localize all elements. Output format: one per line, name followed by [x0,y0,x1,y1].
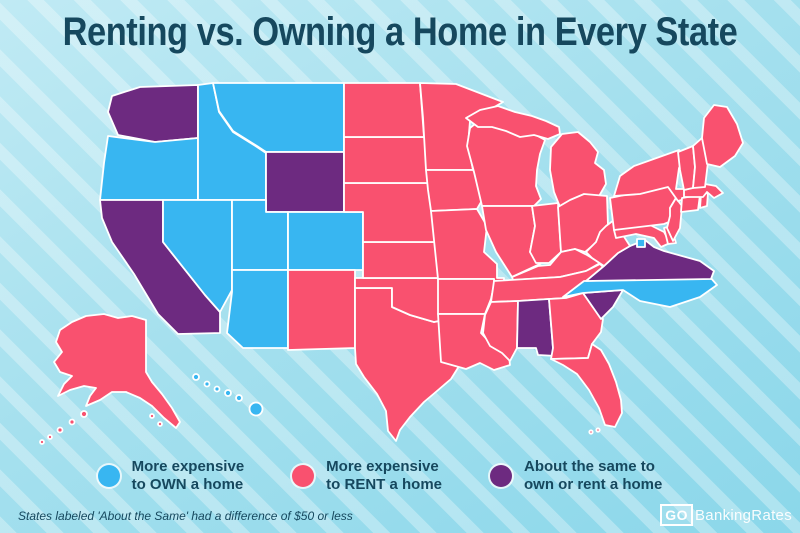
state-ak [68,418,76,426]
logo-go-badge: GO [660,504,693,526]
state-hi [248,401,264,417]
state-hi [235,394,243,402]
state-ak [149,413,155,419]
state-fl [588,429,594,435]
state-la [437,313,511,371]
legend-item-own: More expensive to OWN a home [97,457,245,496]
legend-item-same: About the same to own or rent a home [490,458,662,496]
state-co [287,211,364,271]
state-hi [213,385,221,393]
state-ar [437,278,495,315]
state-mi [465,105,561,140]
state-mi [549,131,607,208]
footnote: States labeled 'About the Same' had a di… [18,509,353,523]
state-ak [47,434,53,440]
state-md [613,223,671,248]
infographic-title: Renting vs. Owning a Home in Every State [62,10,738,54]
state-wa [107,84,199,143]
legend-label-rent: More expensive to RENT a home [326,457,443,494]
state-nm [287,269,356,351]
gobankingrates-logo: GO BankingRates [660,504,792,526]
state-hi [192,373,200,381]
state-ak [53,313,181,429]
state-vt [677,145,696,191]
state-ak [80,410,88,418]
state-fl [550,343,623,428]
legend-swatch-same-icon [490,465,513,488]
state-wy [265,151,345,213]
state-hi [224,389,232,397]
state-ak [157,421,163,427]
state-dc [636,238,646,248]
state-nd [343,82,425,138]
logo-text: BankingRates [695,506,792,524]
state-fl [595,427,601,433]
legend-swatch-own-icon [97,465,120,488]
legend-item-rent: More expensive to RENT a home [292,458,442,496]
state-in [529,202,562,264]
legend-label-same: About the same to own or rent a home [524,457,663,494]
state-sd [343,136,431,184]
legend: More expensive to OWN a home More expensi… [0,458,760,496]
state-ak [56,426,64,434]
state-ak [39,439,45,445]
state-hi [203,380,211,388]
state-or [99,135,199,201]
state-me [701,104,744,168]
state-az [226,269,289,349]
legend-swatch-rent-icon [292,465,315,488]
state-ny [613,149,699,202]
legend-label-own: More expensive to OWN a home [131,457,245,494]
